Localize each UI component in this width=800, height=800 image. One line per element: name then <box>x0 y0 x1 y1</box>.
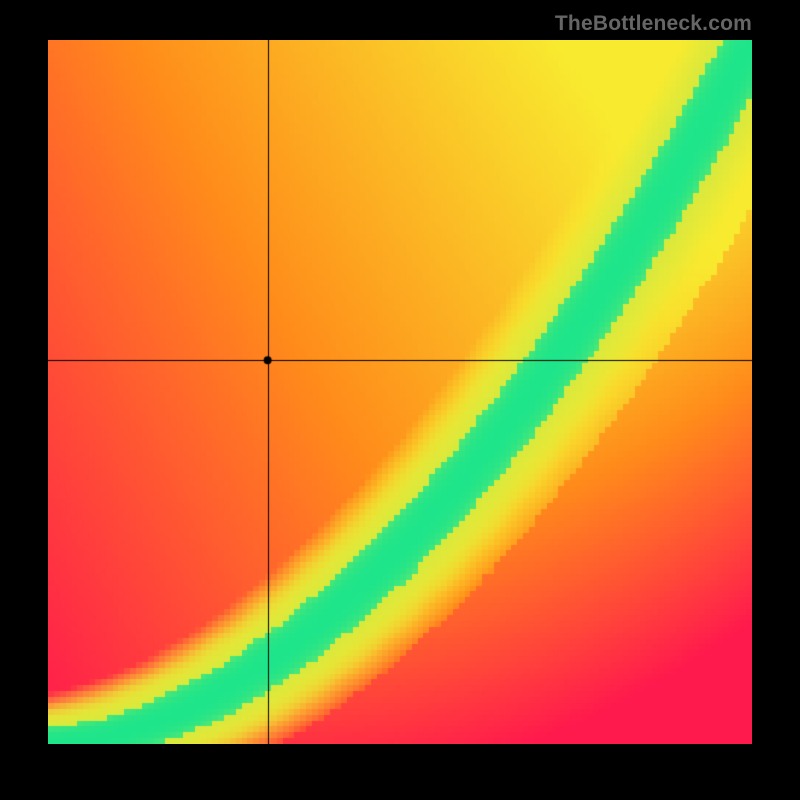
heatmap-canvas <box>48 40 752 744</box>
heatmap-plot <box>48 40 752 744</box>
watermark-text: TheBottleneck.com <box>555 12 752 36</box>
